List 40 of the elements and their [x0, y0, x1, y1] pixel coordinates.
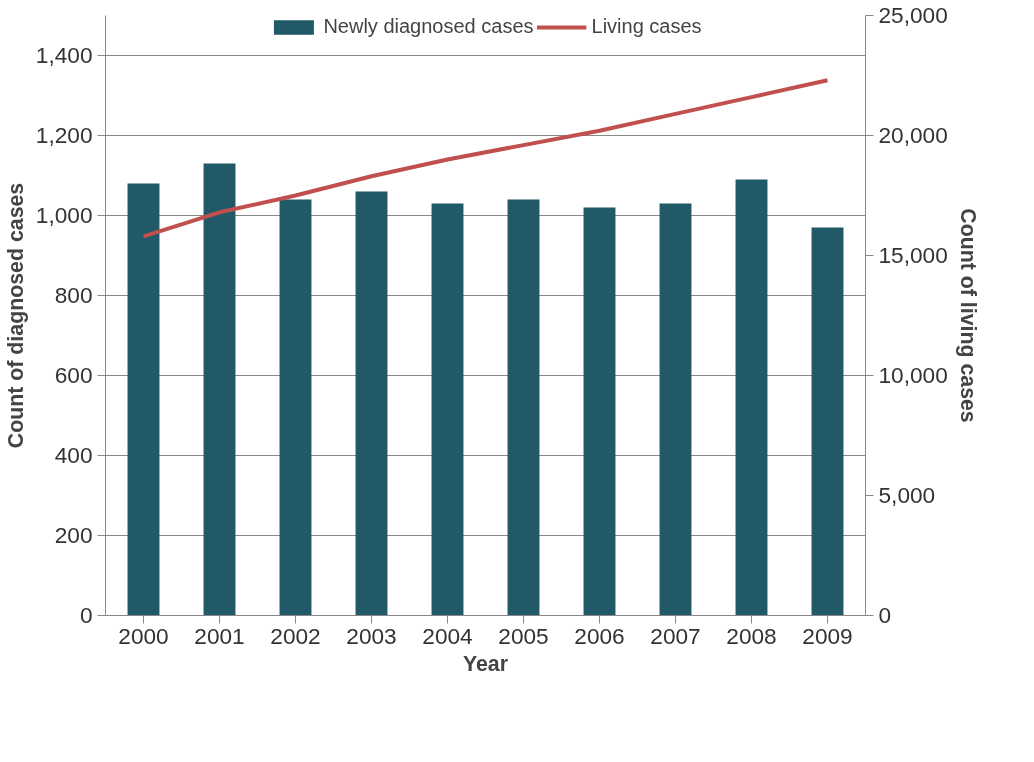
y2-tick-label: 20,000	[878, 122, 948, 148]
x-tick-label: 2005	[498, 622, 549, 649]
y-tick-label: 0	[79, 602, 93, 628]
y-tick-label: 800	[54, 282, 93, 308]
y2-tick-label: 5,000	[878, 482, 936, 508]
x-tick-label: 2003	[346, 622, 397, 649]
bar	[735, 179, 768, 616]
x-tick-label: 2007	[650, 622, 701, 649]
x-axis-title: Year	[462, 651, 509, 676]
y2-tick-label: 10,000	[878, 362, 948, 388]
y2-tick-label: 15,000	[878, 242, 948, 268]
y-tick-label: 200	[54, 522, 93, 548]
y-tick-label: 1,400	[35, 42, 93, 68]
x-tick-label: 2000	[118, 622, 169, 649]
y-tick-label: 600	[54, 362, 93, 388]
bar	[507, 199, 540, 616]
bar	[811, 227, 844, 616]
bar	[431, 203, 464, 616]
y2-tick-label: 0	[878, 602, 892, 628]
x-tick-label: 2001	[194, 622, 245, 649]
x-tick-label: 2004	[422, 622, 473, 649]
bar	[127, 183, 160, 616]
line-series	[141, 78, 830, 239]
y-tick-label: 1,200	[35, 122, 93, 148]
bar	[203, 163, 236, 616]
x-tick-label: 2009	[802, 622, 853, 649]
y-tick-label: 1,000	[35, 202, 93, 228]
y-axis-title: Count of diagnosed cases	[3, 182, 28, 449]
bar	[659, 203, 692, 616]
legend-label: Newly diagnosed cases	[323, 15, 534, 38]
x-tick-label: 2002	[270, 622, 321, 649]
x-tick-label: 2006	[574, 622, 625, 649]
legend-label: Living cases	[591, 15, 702, 38]
bar	[355, 191, 388, 616]
y2-axis-title: Count of living cases	[955, 208, 980, 423]
bar	[583, 207, 616, 616]
y2-tick-label: 25,000	[878, 2, 948, 28]
y-tick-label: 400	[54, 442, 93, 468]
x-tick-label: 2008	[726, 622, 777, 649]
bar	[279, 199, 312, 616]
